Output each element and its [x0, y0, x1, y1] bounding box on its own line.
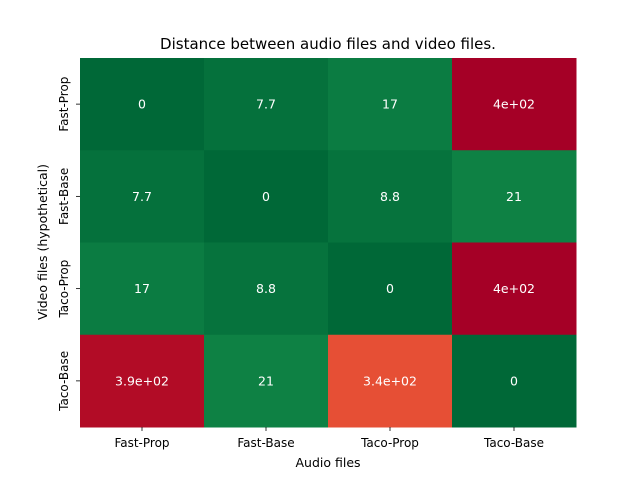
y-axis: Fast-Prop Fast-Base Taco-Prop Taco-Base	[57, 77, 80, 412]
y-tick-label: Fast-Base	[57, 168, 71, 225]
cell-value-label: 4e+02	[493, 281, 535, 296]
heatmap-cell	[80, 58, 205, 151]
cell-value-label: 21	[258, 373, 274, 388]
heatmap-cell	[328, 242, 453, 336]
cell-value-label: 0	[138, 97, 146, 112]
cell-value-label: 17	[134, 281, 150, 296]
y-tick-label: Fast-Prop	[57, 77, 71, 132]
heatmap-cell	[204, 334, 329, 428]
heatmap-cell	[80, 242, 205, 336]
cell-value-label: 8.8	[256, 281, 276, 296]
heatmap-cell	[452, 334, 577, 428]
cell-value-label: 7.7	[256, 97, 276, 112]
heatmap-cell	[80, 334, 205, 428]
cell-value-label: 3.9e+02	[115, 373, 169, 388]
x-tick-label: Fast-Base	[237, 436, 294, 450]
x-tick-label: Fast-Prop	[114, 436, 169, 450]
cell-value-label: 0	[262, 189, 270, 204]
cell-value-label: 8.8	[380, 189, 400, 204]
cell-value-label: 21	[506, 189, 522, 204]
heatmap-cells: 0 7.7 17 4e+02 7.7 0 8.8 21 17 8.8 0 4e+02 3.9e+02 21…	[80, 58, 577, 428]
heatmap-cell	[204, 58, 329, 151]
x-tick-label: Taco-Prop	[360, 436, 419, 450]
cell-value-label: 3.4e+02	[363, 373, 417, 388]
y-tick-label: Taco-Prop	[57, 260, 71, 319]
chart-title: Distance between audio files and video f…	[160, 35, 496, 53]
x-axis-label: Audio files	[295, 455, 360, 470]
x-tick-label: Taco-Base	[483, 436, 544, 450]
heatmap-cell	[204, 242, 329, 336]
cell-value-label: 17	[382, 97, 398, 112]
y-axis-label: Video files (hypothetical)	[35, 164, 50, 320]
heatmap-cell	[80, 150, 205, 243]
y-tick-label: Taco-Base	[57, 351, 71, 412]
x-axis: Fast-Prop Fast-Base Taco-Prop Taco-Base	[114, 427, 544, 450]
heatmap-cell	[452, 150, 577, 243]
heatmap-cell	[328, 334, 453, 428]
cell-value-label: 7.7	[132, 189, 152, 204]
cell-value-label: 0	[386, 281, 394, 296]
heatmap-cell	[328, 58, 453, 151]
heatmap-cell	[452, 58, 577, 151]
cell-value-label: 0	[510, 373, 518, 388]
cell-value-label: 4e+02	[493, 97, 535, 112]
heatmap-cell	[328, 150, 453, 243]
heatmap-cell	[452, 242, 577, 336]
heatmap-cell	[204, 150, 329, 243]
